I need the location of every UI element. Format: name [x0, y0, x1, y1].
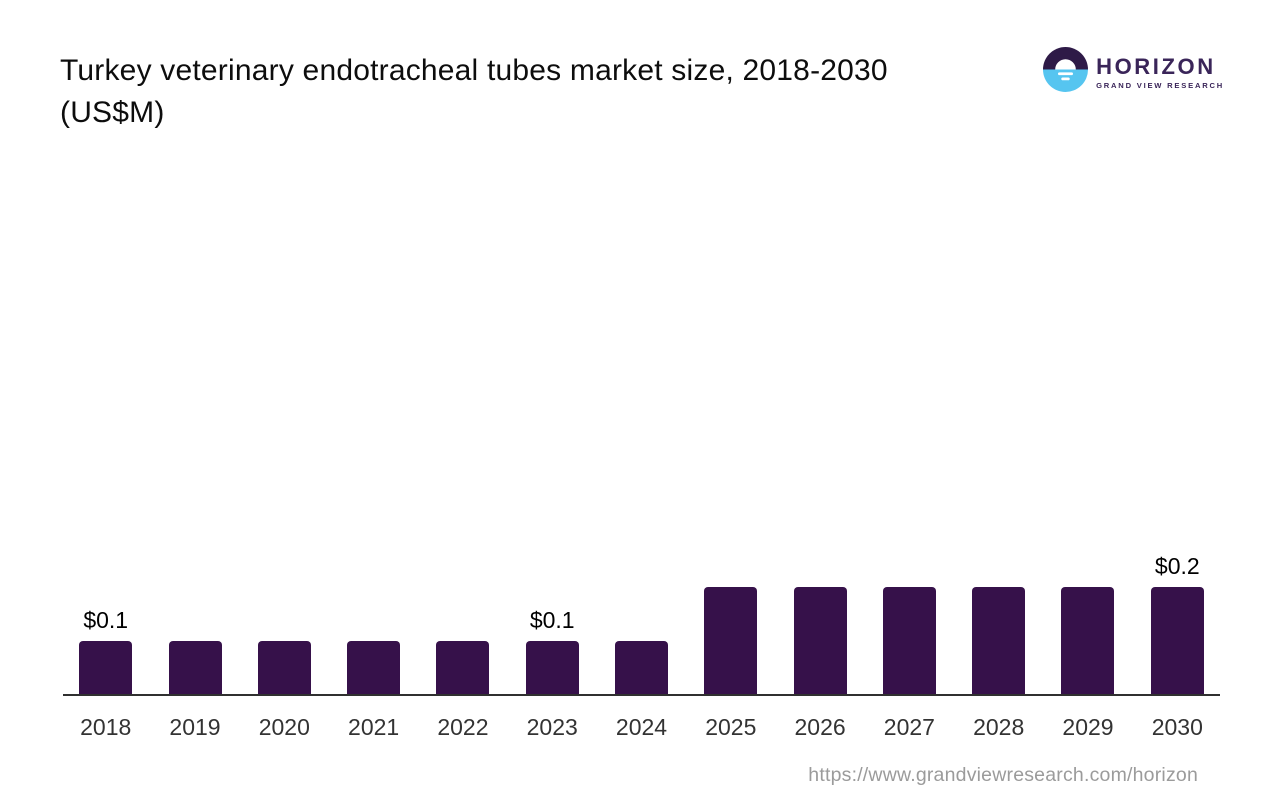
bar-column-2030: $0.2 2030	[1150, 553, 1204, 740]
x-tick-label-2030: 2030	[1151, 714, 1203, 740]
bars-row: $0.1 2018 2019 2020 2021 2022 $0.1 2023 2024 2025…	[63, 553, 1220, 740]
bar-column-2021: 2021	[347, 640, 401, 740]
bar-2024	[615, 640, 668, 694]
horizon-sunrise-icon	[1043, 47, 1089, 97]
x-tick-label-2026: 2026	[794, 714, 846, 740]
logo-subtitle-text: GRAND VIEW RESEARCH	[1096, 80, 1224, 90]
bar-2025	[704, 587, 758, 694]
bar-value-label-2030: $0.2	[1154, 553, 1200, 579]
bar-column-2024: 2024	[615, 640, 668, 740]
x-tick-label-2023: 2023	[526, 714, 578, 740]
bar-column-2019: 2019	[168, 640, 222, 740]
x-tick-label-2029: 2029	[1062, 714, 1114, 740]
bar-2019	[168, 640, 222, 694]
bar-2027	[882, 587, 936, 694]
bar-column-2022: 2022	[436, 640, 490, 740]
x-tick-label-2020: 2020	[258, 714, 310, 740]
horizon-logo: HORIZON GRAND VIEW RESEARCH	[1043, 47, 1224, 97]
bar-2026	[793, 587, 847, 694]
x-tick-label-2021: 2021	[348, 714, 400, 740]
x-tick-label-2027: 2027	[883, 714, 935, 740]
x-tick-label-2022: 2022	[437, 714, 489, 740]
bar-chart-plot-area: $0.1 2018 2019 2020 2021 2022 $0.1 2023 2024 2025…	[63, 553, 1220, 740]
bar-value-label-2023: $0.1	[529, 606, 575, 633]
x-tick-label-2025: 2025	[705, 714, 757, 740]
footer-url: https://www.grandviewresearch.com/horizo…	[808, 764, 1198, 786]
bar-column-2018: $0.1 2018	[79, 607, 133, 740]
bar-column-2029: 2029	[1061, 587, 1115, 740]
bar-column-2025: 2025	[704, 587, 758, 740]
x-tick-label-2028: 2028	[973, 714, 1025, 740]
x-tick-label-2018: 2018	[80, 714, 132, 740]
bar-2022	[436, 640, 490, 694]
bar-2030	[1150, 587, 1204, 694]
bar-column-2027: 2027	[882, 587, 936, 740]
logo-text-block: HORIZON GRAND VIEW RESEARCH	[1096, 53, 1224, 90]
page-title-line2: (US$M)	[60, 96, 165, 129]
bar-value-label-2018: $0.1	[83, 606, 129, 633]
bar-2020	[257, 640, 311, 694]
x-tick-label-2024: 2024	[615, 714, 668, 740]
bar-column-2020: 2020	[257, 640, 311, 740]
bar-column-2023: $0.1 2023	[525, 607, 579, 740]
bar-column-2028: 2028	[972, 587, 1026, 740]
bar-2021	[347, 640, 401, 694]
bar-column-2026: 2026	[793, 587, 847, 740]
bar-2029	[1061, 587, 1115, 694]
page-title-line1: Turkey veterinary endotracheal tubes mar…	[60, 54, 888, 87]
page-title: Turkey veterinary endotracheal tubes mar…	[60, 50, 888, 134]
x-tick-label-2019: 2019	[169, 714, 221, 740]
bar-2028	[972, 587, 1026, 694]
bar-2023	[525, 640, 579, 694]
logo-brand-text: HORIZON	[1096, 53, 1216, 79]
bar-2018	[79, 640, 133, 694]
